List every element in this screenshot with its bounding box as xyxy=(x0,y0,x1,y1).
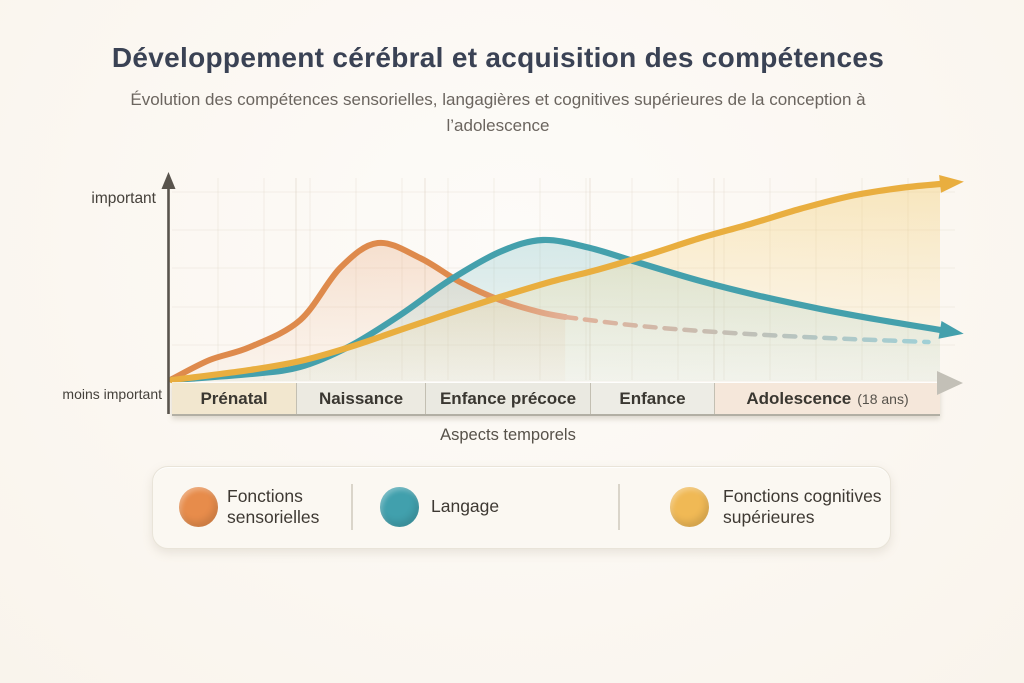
timeline-label: Prénatal xyxy=(200,388,268,408)
legend-label-line: sensorielles xyxy=(227,507,320,527)
language-arrowhead-icon xyxy=(938,321,964,339)
sensory-curve xyxy=(169,239,569,382)
timeline-label-suffix: (18 ans) xyxy=(857,390,909,407)
timeline-segment-naissance: Naissance xyxy=(296,383,425,414)
timeline-segment-adolescence: Adolescence (18 ans) xyxy=(714,383,940,414)
cognitive-curve xyxy=(168,180,944,384)
y-axis-arrowhead-icon xyxy=(161,172,176,189)
timeline-label: Adolescence xyxy=(746,388,852,408)
timeline-label: Naissance xyxy=(318,388,404,408)
x-axis-title: Aspects temporels xyxy=(440,426,576,444)
page-title: Développement cérébral et acquisition de… xyxy=(111,42,885,73)
page-subtitle: Évolution des compétences sensorielles, … xyxy=(130,90,866,135)
legend-label-line: Fonctions xyxy=(227,486,303,506)
legend-dot-sensory xyxy=(179,487,218,527)
timeline-segment-prenatal: Prénatal xyxy=(172,383,296,414)
legend-divider xyxy=(618,484,620,530)
timeline-segment-enfance-precoce: Enfance précoce xyxy=(425,383,590,414)
timeline-label: Enfance xyxy=(619,388,686,408)
y-axis-label-important: important xyxy=(91,190,156,207)
timeline-segment-enfance: Enfance xyxy=(590,383,714,414)
legend-box: Fonctions sensorielles Langage Fonctions… xyxy=(152,466,891,549)
x-axis-arrowhead-icon xyxy=(937,371,963,395)
legend-label-line: Fonctions cognitives xyxy=(723,486,882,506)
legend-divider xyxy=(351,484,353,530)
legend-label-line: supérieures xyxy=(723,507,815,527)
legend-label-sensory: Fonctions sensorielles xyxy=(227,486,319,528)
legend-dot-language xyxy=(380,487,419,527)
y-axis-label-moins-important: moins important xyxy=(62,386,162,402)
legend-label-line: Langage xyxy=(431,496,500,516)
legend-dot-cognitive xyxy=(670,487,709,527)
sensory-declining-dashed-line xyxy=(562,314,931,345)
timeline-label: Enfance précoce xyxy=(439,388,577,408)
legend-label-cognitive: Fonctions cognitives supérieures xyxy=(723,486,882,528)
timeline-band: Prénatal Naissance Enfance précoce Enfan… xyxy=(172,382,940,416)
legend-label-language: Langage xyxy=(431,496,499,517)
language-curve xyxy=(168,236,944,384)
cognitive-arrowhead-icon xyxy=(939,175,964,193)
